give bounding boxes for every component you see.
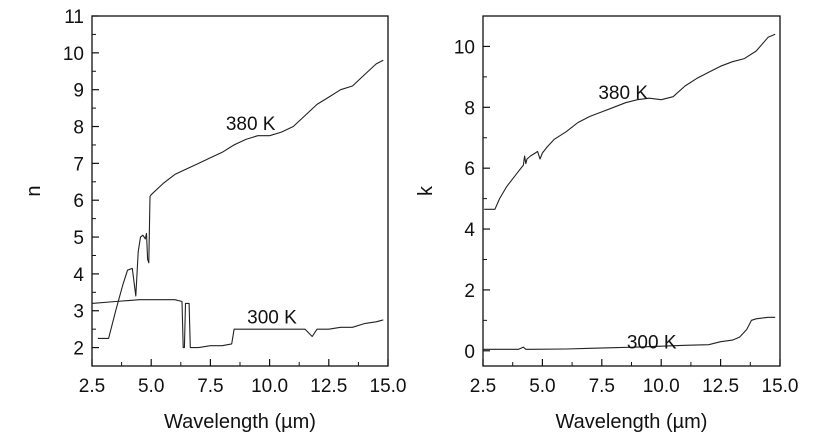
n-panel-plot-frame xyxy=(91,15,389,367)
k-panel-y-tick-label: 6 xyxy=(464,159,475,180)
n-panel-x-tick-label: 7.5 xyxy=(197,376,223,397)
n-panel-y-tick-label: 9 xyxy=(73,81,84,102)
k-panel-x-axis-title: Wavelength (µm) xyxy=(556,411,708,433)
n-panel-x-axis-title: Wavelength (µm) xyxy=(164,411,316,433)
n-panel-series-line-1 xyxy=(91,299,384,349)
k-panel-x-tick-label: 7.5 xyxy=(589,376,615,397)
k-panel-series-annotation-1: 300 K xyxy=(627,333,677,354)
k-panel-y-axis-title: k xyxy=(415,185,437,196)
n-panel-y-tick-label: 6 xyxy=(73,191,84,212)
k-panel-series-line-0 xyxy=(484,33,776,210)
k-panel-y-tick-label: 2 xyxy=(464,281,475,302)
n-panel-y-tick-label: 2 xyxy=(73,339,84,360)
n-panel-y-tick-label: 5 xyxy=(73,228,84,249)
k-panel: 2.5 5.0 7.5 10.0 12.5 15.0 0 2 4 6 8 10 Wavelength (… xyxy=(415,15,799,433)
n-panel-series-annotation-0: 380 K xyxy=(226,114,276,135)
n-panel-series-line-0 xyxy=(97,59,384,339)
n-panel-x-tick-label: 2.5 xyxy=(79,376,105,397)
k-panel-x-tick-label: 10.0 xyxy=(643,376,680,397)
k-panel-series-annotation-0: 380 K xyxy=(598,83,648,104)
n-panel-y-tick-label: 8 xyxy=(73,118,84,139)
n-panel-y-tick-label: 3 xyxy=(73,302,84,323)
k-panel-y-tick-label: 8 xyxy=(464,98,475,119)
n-panel-x-tick-label: 12.5 xyxy=(310,376,347,397)
n-panel-x-tick-label: 15.0 xyxy=(370,376,407,397)
k-panel-x-tick-label: 12.5 xyxy=(702,376,739,397)
k-panel-series-line-1 xyxy=(483,316,776,350)
n-panel-y-tick-label: 11 xyxy=(64,7,84,28)
n-panel-y-tick-label: 4 xyxy=(73,265,84,286)
n-panel-x-tick-label: 5.0 xyxy=(138,376,164,397)
k-panel-y-tick-label: 10 xyxy=(454,37,475,58)
k-panel-x-tick-label: 5.0 xyxy=(529,376,555,397)
n-panel: 2.5 5.0 7.5 10.0 12.5 15.0 2 3 4 5 6 7 8 9 10 11 Wavelen… xyxy=(23,7,406,433)
k-panel-x-tick-label: 2.5 xyxy=(470,376,496,397)
k-panel-y-tick-label: 4 xyxy=(464,220,475,241)
n-panel-x-tick-label: 10.0 xyxy=(251,376,288,397)
n-panel-y-tick-label: 7 xyxy=(73,154,84,175)
n-panel-series-annotation-1: 300 K xyxy=(247,307,297,328)
k-panel-x-tick-label: 15.0 xyxy=(762,376,799,397)
n-panel-y-axis-title: n xyxy=(23,185,45,196)
k-panel-plot-frame xyxy=(482,15,781,367)
n-panel-y-tick-label: 10 xyxy=(63,44,84,65)
k-panel-y-tick-label: 0 xyxy=(464,342,475,363)
